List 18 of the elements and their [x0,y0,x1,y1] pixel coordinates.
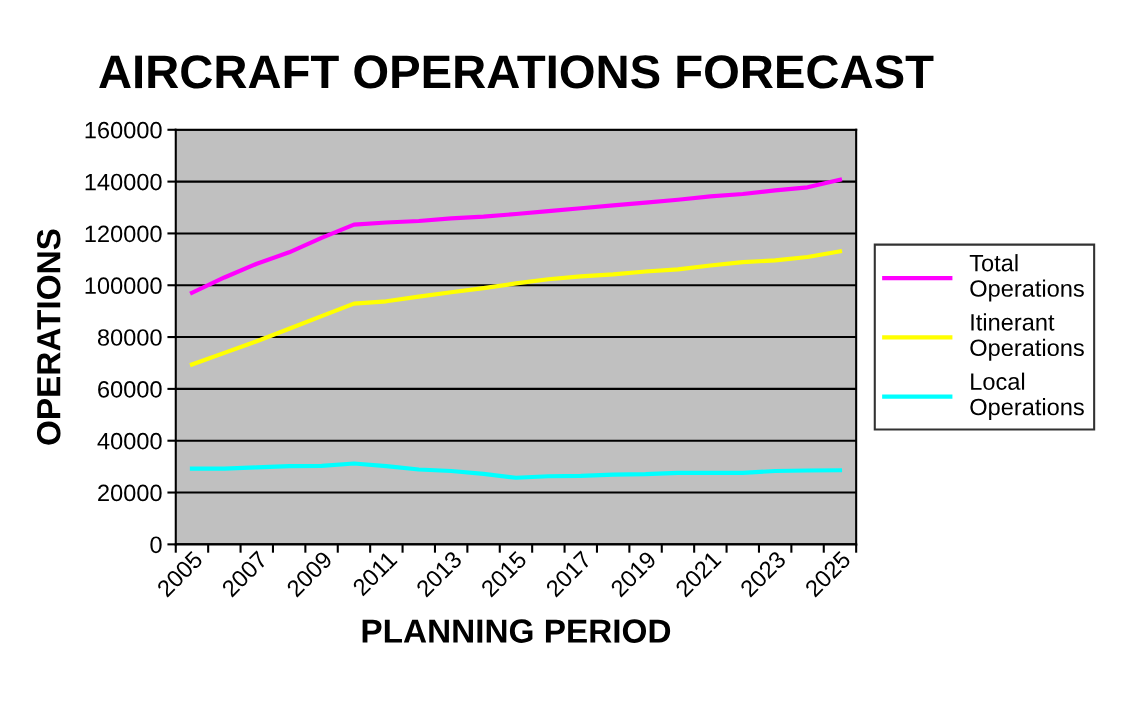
y-tick-label: 0 [150,536,162,554]
legend-label: Total Operations [969,254,1084,302]
line-series [189,249,843,367]
y-tick-label: 80000 [97,329,162,346]
y-tick-label: 100000 [85,277,162,295]
line-series [189,461,843,480]
chart-title: AIRCRAFT OPERATIONS FORECAST [99,55,934,89]
legend-label: Local Operations [970,372,1084,421]
line-series [189,177,843,295]
y-tick-label: 140000 [85,173,162,191]
y-tick-label: 40000 [97,432,162,450]
y-tick-label: 60000 [98,380,162,398]
x-axis-title: PLANNING PERIOD [362,619,671,643]
y-axis-title: OPERATIONS [36,229,61,445]
legend-label: Itinerant Operations [970,313,1084,361]
y-tick-label: 160000 [85,121,162,139]
y-tick-label: 120000 [85,225,162,243]
y-tick-label: 20000 [98,484,162,502]
